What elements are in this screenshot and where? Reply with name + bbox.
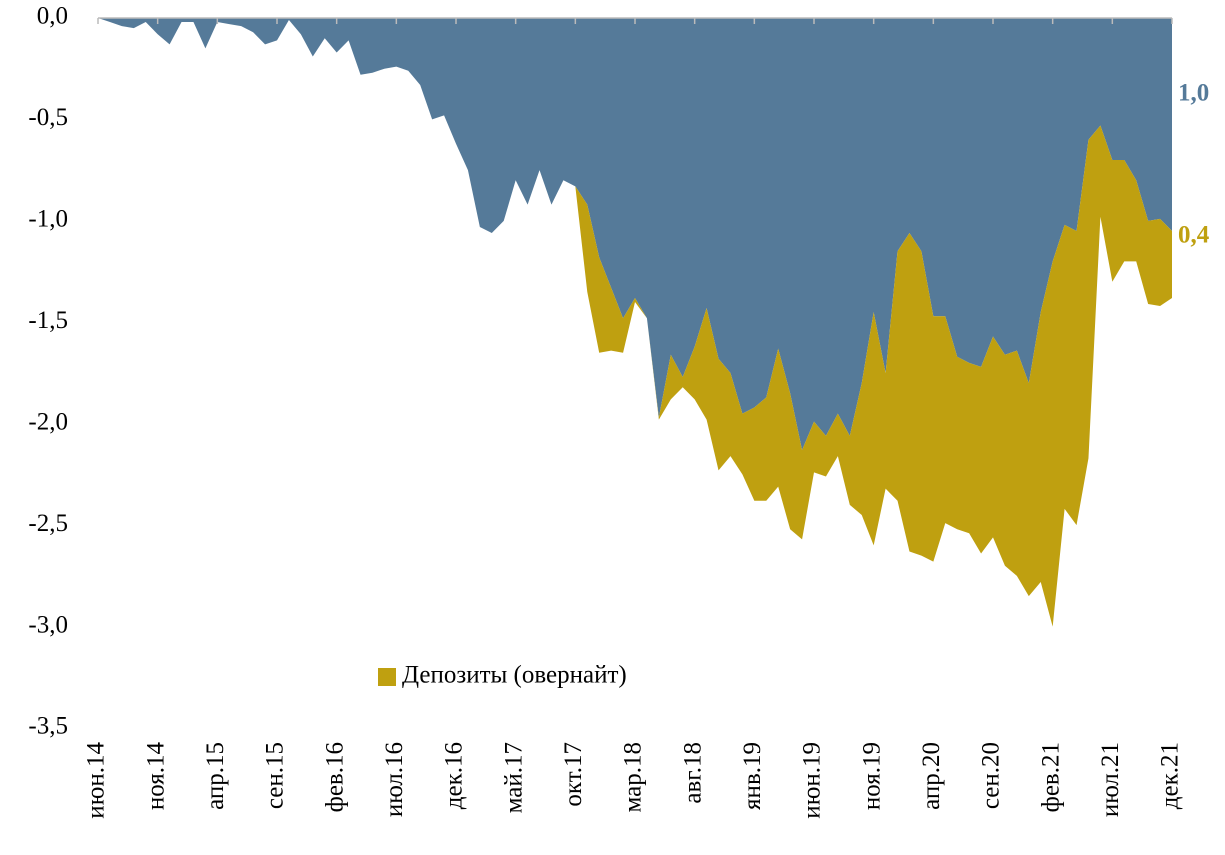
- x-tick-label: фев.21: [1037, 742, 1064, 812]
- y-tick-label: 0,0: [37, 3, 68, 30]
- x-tick-label: янв.19: [739, 742, 766, 810]
- x-tick-label: июн.19: [799, 742, 826, 819]
- x-tick-label: апр.20: [918, 742, 945, 810]
- y-tick-label: -3,0: [28, 611, 68, 638]
- x-tick-label: мар.18: [620, 742, 647, 813]
- x-tick-label: сен.20: [978, 742, 1005, 809]
- y-tick-label: -2,0: [28, 408, 68, 435]
- x-tick-label: июл.21: [1097, 742, 1124, 817]
- x-tick-label: дек.21: [1157, 742, 1184, 809]
- legend-swatch: [378, 668, 396, 686]
- x-tick-label: ноя.14: [142, 742, 169, 811]
- area: [98, 18, 1172, 451]
- area: [98, 18, 1172, 627]
- x-tick-label: май.17: [500, 742, 527, 813]
- legend-label: Депозиты (овернайт): [402, 662, 627, 689]
- x-tick-label: ноя.19: [858, 742, 885, 810]
- y-tick-label: -1,5: [28, 307, 68, 334]
- y-tick-label: -0,5: [28, 104, 68, 131]
- x-tick-label: сен.15: [262, 742, 289, 809]
- y-tick-label: -3,5: [28, 713, 68, 740]
- x-tick-label: фев.16: [321, 742, 348, 812]
- x-tick-label: апр.15: [202, 742, 229, 810]
- x-tick-label: июл.16: [381, 742, 408, 817]
- annotation: 1,0: [1178, 80, 1209, 107]
- y-tick-label: -2,5: [28, 510, 68, 537]
- x-tick-label: дек.16: [441, 742, 468, 809]
- x-tick-label: окт.17: [560, 742, 587, 807]
- x-tick-label: авг.18: [679, 742, 706, 804]
- x-tick-label: июн.14: [83, 742, 110, 819]
- annotation: 0,4: [1178, 222, 1210, 249]
- y-tick-label: -1,0: [28, 206, 68, 233]
